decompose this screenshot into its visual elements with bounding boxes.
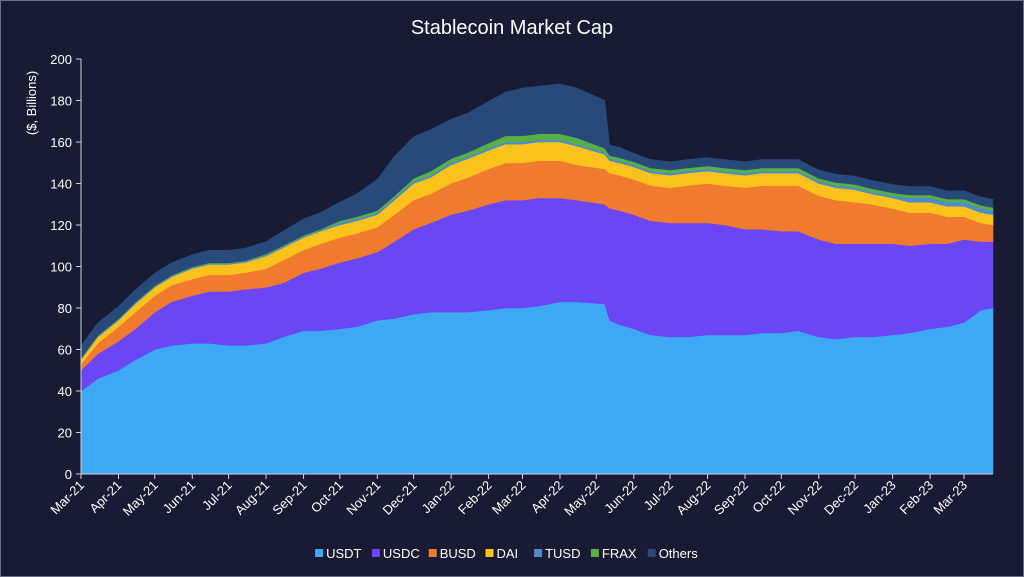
legend-item-usdc: USDC xyxy=(371,546,420,561)
x-tick-label: May-21 xyxy=(120,478,161,519)
legend-swatch xyxy=(315,549,324,557)
legend-label: TUSD xyxy=(545,546,580,561)
legend: USDT USDC BUSD DAI TUSD FRAX Others xyxy=(315,546,698,561)
x-tick-label: Jun-22 xyxy=(601,478,640,517)
y-tick-label: 140 xyxy=(50,177,72,192)
x-tick-label: Sep-22 xyxy=(711,478,751,518)
legend-item-busd: BUSD xyxy=(428,546,476,561)
x-tick-label: Mar-21 xyxy=(47,478,87,518)
legend-item-others: Others xyxy=(647,546,699,561)
x-tick-label: Jun-21 xyxy=(160,478,199,517)
x-tick-label: Nov-22 xyxy=(785,478,825,518)
x-tick-label: Dec-21 xyxy=(379,478,419,518)
x-tick-label: Feb-22 xyxy=(455,478,495,518)
chart-title: Stablecoin Market Cap xyxy=(411,17,613,39)
y-tick-label: 100 xyxy=(50,260,72,275)
y-axis-label: ($, Billions) xyxy=(24,71,39,135)
y-tick-label: 60 xyxy=(58,343,72,358)
x-tick-label: May-22 xyxy=(561,478,602,519)
x-tick-label: Sep-21 xyxy=(269,478,309,518)
legend-swatch xyxy=(485,549,494,557)
legend-label: USDT xyxy=(326,546,361,561)
legend-swatch xyxy=(534,549,543,557)
x-tick-label: Oct-22 xyxy=(749,478,787,516)
legend-swatch xyxy=(371,549,380,557)
y-tick-label: 180 xyxy=(50,94,72,109)
area-others xyxy=(80,83,994,360)
y-tick-label: 0 xyxy=(65,467,72,482)
y-tick-label: 20 xyxy=(58,426,72,441)
x-tick-label: Oct-21 xyxy=(308,478,346,516)
legend-label: DAI xyxy=(497,546,519,561)
y-tick-label: 120 xyxy=(50,218,72,233)
x-tick-label: Jul-21 xyxy=(199,478,235,514)
x-tick-label: Jul-22 xyxy=(641,478,677,514)
legend-swatch xyxy=(428,549,437,557)
x-tick-label: Apr-22 xyxy=(528,478,566,516)
x-tick-label: Dec-22 xyxy=(821,478,861,518)
legend-swatch xyxy=(590,549,599,557)
legend-item-tusd: TUSD xyxy=(534,546,580,561)
y-tick-label: 200 xyxy=(50,52,72,67)
x-tick-label: Aug-21 xyxy=(232,478,272,518)
x-tick-label: Mar-22 xyxy=(489,478,529,518)
legend-label: Others xyxy=(659,546,699,561)
x-tick-label: Jan-22 xyxy=(419,478,458,517)
y-tick-labels: 0 20 40 60 80 100 120 140 160 180 200 xyxy=(50,52,81,482)
y-tick-label: 160 xyxy=(50,135,72,150)
legend-label: USDC xyxy=(383,546,420,561)
x-tick-label: Mar-23 xyxy=(930,478,970,518)
y-tick-label: 80 xyxy=(58,301,72,316)
legend-item-dai: DAI xyxy=(485,546,519,561)
legend-swatch xyxy=(647,549,656,557)
x-tick-label: Jan-23 xyxy=(860,478,899,517)
x-tick-label: Nov-21 xyxy=(343,478,383,518)
legend-item-frax: FRAX xyxy=(590,546,637,561)
legend-label: FRAX xyxy=(602,546,637,561)
y-tick-label: 40 xyxy=(58,384,72,399)
x-tick-label: Feb-23 xyxy=(896,478,936,518)
area-layers xyxy=(80,83,994,475)
x-tick-label: Apr-21 xyxy=(86,478,124,516)
legend-label: BUSD xyxy=(440,546,476,561)
x-tick-label: Aug-22 xyxy=(673,478,713,518)
legend-item-usdt: USDT xyxy=(315,546,362,561)
